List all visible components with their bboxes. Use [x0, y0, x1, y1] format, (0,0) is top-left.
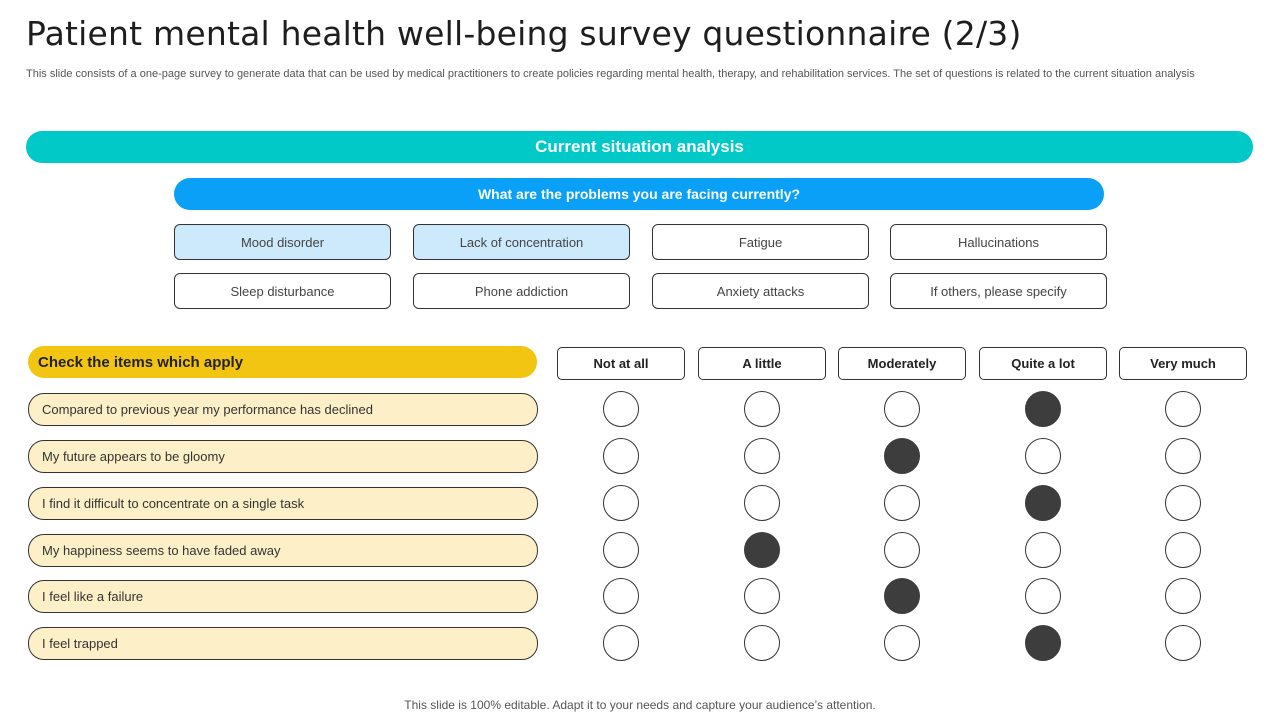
radio-row1-moderately[interactable]: [884, 391, 920, 427]
radio-row4-not-at-all[interactable]: [603, 532, 639, 568]
radio-row6-not-at-all[interactable]: [603, 625, 639, 661]
radio-row3-very-much[interactable]: [1165, 485, 1201, 521]
option-lack-of-concentration[interactable]: Lack of concentration: [413, 224, 630, 260]
checklist-item: Compared to previous year my performance…: [28, 393, 538, 426]
slide-title: Patient mental health well-being survey …: [26, 14, 1022, 53]
checklist-item: My future appears to be gloomy: [28, 440, 538, 473]
checklist-item: I feel trapped: [28, 627, 538, 660]
radio-row5-quite-a-lot[interactable]: [1025, 578, 1061, 614]
option-fatigue[interactable]: Fatigue: [652, 224, 869, 260]
radio-row6-quite-a-lot[interactable]: [1025, 625, 1061, 661]
radio-row5-not-at-all[interactable]: [603, 578, 639, 614]
radio-row1-a-little[interactable]: [744, 391, 780, 427]
radio-row5-very-much[interactable]: [1165, 578, 1201, 614]
radio-row4-quite-a-lot[interactable]: [1025, 532, 1061, 568]
option-sleep-disturbance[interactable]: Sleep disturbance: [174, 273, 391, 309]
checklist-heading: Check the items which apply: [28, 346, 537, 378]
radio-row5-a-little[interactable]: [744, 578, 780, 614]
question-heading: What are the problems you are facing cur…: [174, 178, 1104, 210]
radio-row6-very-much[interactable]: [1165, 625, 1201, 661]
radio-row2-quite-a-lot[interactable]: [1025, 438, 1061, 474]
radio-row1-very-much[interactable]: [1165, 391, 1201, 427]
radio-row2-very-much[interactable]: [1165, 438, 1201, 474]
radio-row4-very-much[interactable]: [1165, 532, 1201, 568]
radio-row2-a-little[interactable]: [744, 438, 780, 474]
option-hallucinations[interactable]: Hallucinations: [890, 224, 1107, 260]
scale-header-not-at-all: Not at all: [557, 347, 685, 380]
option-phone-addiction[interactable]: Phone addiction: [413, 273, 630, 309]
checklist-item: My happiness seems to have faded away: [28, 534, 538, 567]
slide-subtitle: This slide consists of a one-page survey…: [26, 68, 1195, 80]
radio-row1-not-at-all[interactable]: [603, 391, 639, 427]
scale-header-quite-a-lot: Quite a lot: [979, 347, 1107, 380]
radio-row4-a-little[interactable]: [744, 532, 780, 568]
scale-header-very-much: Very much: [1119, 347, 1247, 380]
radio-row5-moderately[interactable]: [884, 578, 920, 614]
radio-row6-a-little[interactable]: [744, 625, 780, 661]
radio-row3-not-at-all[interactable]: [603, 485, 639, 521]
slide-footer: This slide is 100% editable. Adapt it to…: [404, 698, 876, 712]
checklist-item: I feel like a failure: [28, 580, 538, 613]
checklist-item: I find it difficult to concentrate on a …: [28, 487, 538, 520]
option-mood-disorder[interactable]: Mood disorder: [174, 224, 391, 260]
radio-row3-moderately[interactable]: [884, 485, 920, 521]
option-others-specify[interactable]: If others, please specify: [890, 273, 1107, 309]
section-heading: Current situation analysis: [26, 131, 1253, 163]
radio-row1-quite-a-lot[interactable]: [1025, 391, 1061, 427]
radio-row4-moderately[interactable]: [884, 532, 920, 568]
option-anxiety-attacks[interactable]: Anxiety attacks: [652, 273, 869, 309]
scale-header-a-little: A little: [698, 347, 826, 380]
radio-row3-quite-a-lot[interactable]: [1025, 485, 1061, 521]
radio-row6-moderately[interactable]: [884, 625, 920, 661]
scale-header-moderately: Moderately: [838, 347, 966, 380]
radio-row2-not-at-all[interactable]: [603, 438, 639, 474]
radio-row3-a-little[interactable]: [744, 485, 780, 521]
radio-row2-moderately[interactable]: [884, 438, 920, 474]
